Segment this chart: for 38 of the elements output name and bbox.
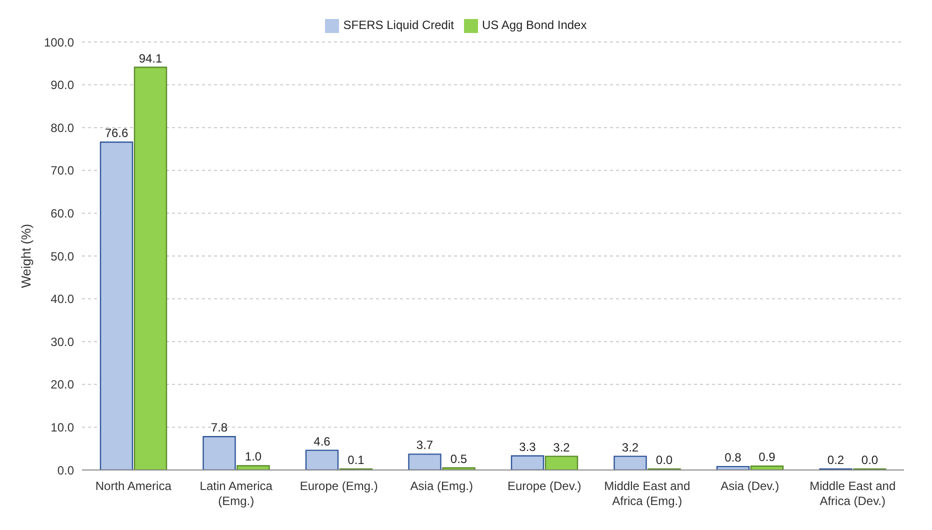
- y-tick-label: 10.0: [50, 420, 74, 434]
- x-tick-label: Europe (Dev.): [507, 479, 582, 493]
- y-tick-label: 70.0: [50, 164, 74, 178]
- data-label: 4.6: [314, 434, 331, 448]
- data-label: 94.1: [138, 51, 162, 66]
- data-label: 0.2: [827, 453, 844, 467]
- legend-label: US Agg Bond Index: [482, 18, 587, 32]
- x-tick-label: Asia (Emg.): [410, 479, 473, 493]
- x-tick-label: North America: [95, 479, 172, 493]
- data-label: 0.8: [724, 450, 742, 465]
- data-label: 0.0: [861, 453, 878, 467]
- y-tick-label: 30.0: [50, 334, 74, 349]
- y-tick-label: 20.0: [50, 378, 74, 392]
- x-tick-label: Middle East and Africa (Emg.): [604, 479, 690, 508]
- y-axis-title: Weight (%): [18, 224, 34, 288]
- data-label: 3.7: [416, 438, 434, 452]
- data-label: 3.2: [622, 440, 639, 454]
- data-label: 0.1: [348, 453, 365, 467]
- y-tick-label: 0.0: [57, 463, 74, 478]
- y-tick-label: 90.0: [50, 78, 74, 92]
- x-tick-label: Asia (Dev.): [720, 479, 780, 493]
- x-tick-label: Europe (Emg.): [300, 479, 378, 493]
- y-tick-label: 50.0: [50, 249, 74, 264]
- data-label: 0.9: [758, 450, 776, 464]
- data-label: 7.8: [210, 420, 228, 435]
- x-tick-label: Middle East and Africa (Dev.): [810, 479, 896, 508]
- legend-label: SFERS Liquid Credit: [343, 18, 454, 32]
- data-label: 3.3: [519, 440, 536, 454]
- y-tick-label: 100.0: [44, 35, 74, 50]
- data-label: 76.6: [104, 126, 128, 140]
- data-label: 3.2: [553, 440, 570, 454]
- y-tick-label: 40.0: [50, 292, 74, 306]
- y-tick-label: 60.0: [50, 206, 74, 220]
- data-label: 0.0: [656, 453, 673, 467]
- data-label: 0.5: [450, 452, 468, 466]
- x-tick-label: Latin America (Emg.): [200, 479, 273, 508]
- data-label: 1.0: [244, 450, 262, 464]
- y-tick-label: 80.0: [50, 120, 74, 135]
